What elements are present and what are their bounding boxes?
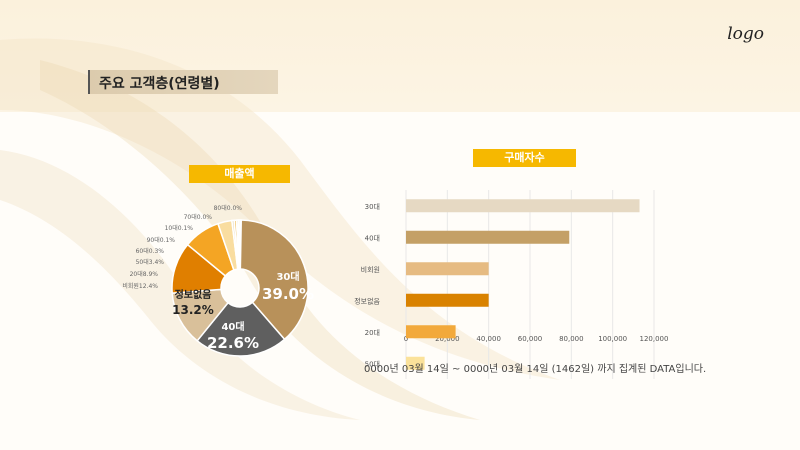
pie-small-label: 60대0.3% — [136, 247, 165, 255]
x-tick-label: 60,000 — [518, 335, 543, 343]
bar-30대 — [406, 199, 640, 213]
pie-chart-title: 매출액 — [189, 165, 290, 183]
pie-small-label: 20대8.9% — [130, 270, 159, 278]
donut-chart — [171, 219, 309, 357]
bar-40대 — [406, 230, 570, 244]
pie-small-label: 비회원12.4% — [122, 282, 158, 290]
bar-20대 — [406, 325, 456, 339]
y-tick-label: 비회원 — [361, 265, 380, 274]
y-tick-label: 정보없음 — [354, 296, 380, 305]
bar-정보없음 — [406, 293, 489, 307]
x-tick-label: 40,000 — [476, 335, 501, 343]
x-tick-label: 0 — [404, 335, 408, 343]
page-title: 주요 고객층(연령별) — [99, 76, 220, 92]
bar-비회원 — [406, 262, 489, 276]
pie-small-label: 50대3.4% — [136, 258, 165, 266]
x-tick-label: 120,000 — [640, 335, 669, 343]
x-tick-label: 100,000 — [598, 335, 627, 343]
y-tick-label: 20대 — [365, 329, 380, 337]
footnote: 0000년 03월 14일 ~ 0000년 03월 14일 (1462일) 까지… — [364, 364, 707, 375]
pie-small-label: 90대0.1% — [147, 236, 176, 244]
bar-chart: 0 20,000 40,000 60,000 80,000 100,000 120,000 3… — [354, 190, 668, 379]
x-tick-label: 80,000 — [559, 335, 584, 343]
pie-small-label: 70대0.0% — [184, 213, 213, 221]
page-title-box: 주요 고객층(연령별) — [88, 70, 278, 94]
pie-slice-10 — [237, 219, 241, 270]
pie-slice-0 — [239, 219, 309, 341]
pie-small-label: 80대0.0% — [214, 204, 243, 212]
y-tick-label: 50대 — [365, 360, 380, 368]
pie-label: 30대 — [276, 270, 299, 283]
pie-small-label: 10대0.1% — [165, 224, 194, 232]
pie-slice-1 — [196, 301, 286, 357]
y-tick-label: 40대 — [365, 234, 380, 242]
logo: logo — [727, 24, 764, 44]
pie-label: 40대 — [221, 320, 244, 333]
pie-label: 정보없음 — [175, 288, 212, 301]
x-tick-label: 20,000 — [435, 335, 460, 343]
pie-value-label: 39.0% — [262, 285, 314, 303]
y-tick-label: 30대 — [365, 203, 380, 211]
bar-50대 — [406, 356, 425, 370]
pie-value-label: 22.6% — [207, 334, 259, 352]
pie-value-label: 13.2% — [172, 303, 214, 317]
bar-chart-title: 구매자수 — [473, 149, 576, 167]
